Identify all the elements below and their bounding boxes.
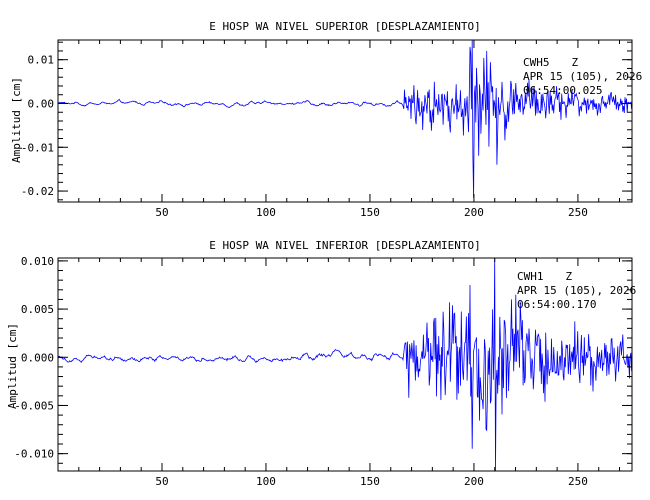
- x-tick-label: 150: [360, 475, 380, 488]
- upper-date-label: APR 15 (105), 2026: [523, 70, 642, 83]
- upper-y-axis-label: Amplitud [cm]: [10, 77, 23, 163]
- lower-time-label: 06:54:00.170: [517, 298, 596, 311]
- x-tick-label: 100: [256, 475, 276, 488]
- x-tick-label: 250: [568, 206, 588, 219]
- upper-chart-title: E HOSP WA NIVEL SUPERIOR [DESPLAZAMIENTO…: [209, 20, 481, 33]
- x-tick-label: 150: [360, 206, 380, 219]
- x-tick-label: 50: [155, 206, 168, 219]
- upper-axis-ticks: 50 100 150 200 250 -0.02 -0.01 0.00 0.01: [21, 40, 632, 219]
- lower-date-label: APR 15 (105), 2026: [517, 284, 636, 297]
- upper-plot-area: [58, 40, 632, 198]
- lower-panel: E HOSP WA NIVEL INFERIOR [DESPLAZAMIENTO…: [6, 239, 636, 488]
- upper-component: Z: [572, 56, 579, 69]
- lower-plot-frame: [57, 257, 633, 472]
- x-tick-label: 200: [464, 206, 484, 219]
- y-tick-label: -0.010: [14, 448, 54, 461]
- lower-plot-area: [58, 258, 632, 471]
- x-tick-label: 200: [464, 475, 484, 488]
- lower-station-code: CWH1: [517, 270, 544, 283]
- x-tick-label: 250: [568, 475, 588, 488]
- upper-plot-frame: [57, 39, 633, 203]
- y-tick-label: -0.005: [14, 399, 54, 412]
- upper-station-label: CWH5 Z: [523, 56, 579, 69]
- seismic-trace-line: [58, 40, 632, 198]
- lower-y-axis-label: Amplitud [cm]: [6, 323, 19, 409]
- y-tick-label: 0.010: [21, 255, 54, 268]
- y-tick-label: -0.01: [21, 141, 54, 154]
- x-tick-label: 50: [155, 475, 168, 488]
- y-tick-label: 0.000: [21, 351, 54, 364]
- x-tick-label: 100: [256, 206, 276, 219]
- lower-component: Z: [566, 270, 573, 283]
- upper-panel: E HOSP WA NIVEL SUPERIOR [DESPLAZAMIENTO…: [10, 20, 642, 219]
- lower-chart-title: E HOSP WA NIVEL INFERIOR [DESPLAZAMIENTO…: [209, 239, 481, 252]
- y-tick-label: 0.005: [21, 303, 54, 316]
- upper-time-label: 06:54:00.025: [523, 84, 602, 97]
- seismic-trace-line: [58, 258, 632, 471]
- y-tick-label: 0.01: [28, 54, 55, 67]
- lower-axis-ticks: 50 100 150 200 250 -0.010 -0.005 0.000 0.005 0.01…: [14, 255, 632, 488]
- y-tick-label: -0.02: [21, 185, 54, 198]
- upper-station-code: CWH5: [523, 56, 550, 69]
- lower-station-label: CWH1 Z: [517, 270, 573, 283]
- y-tick-label: 0.00: [28, 97, 55, 110]
